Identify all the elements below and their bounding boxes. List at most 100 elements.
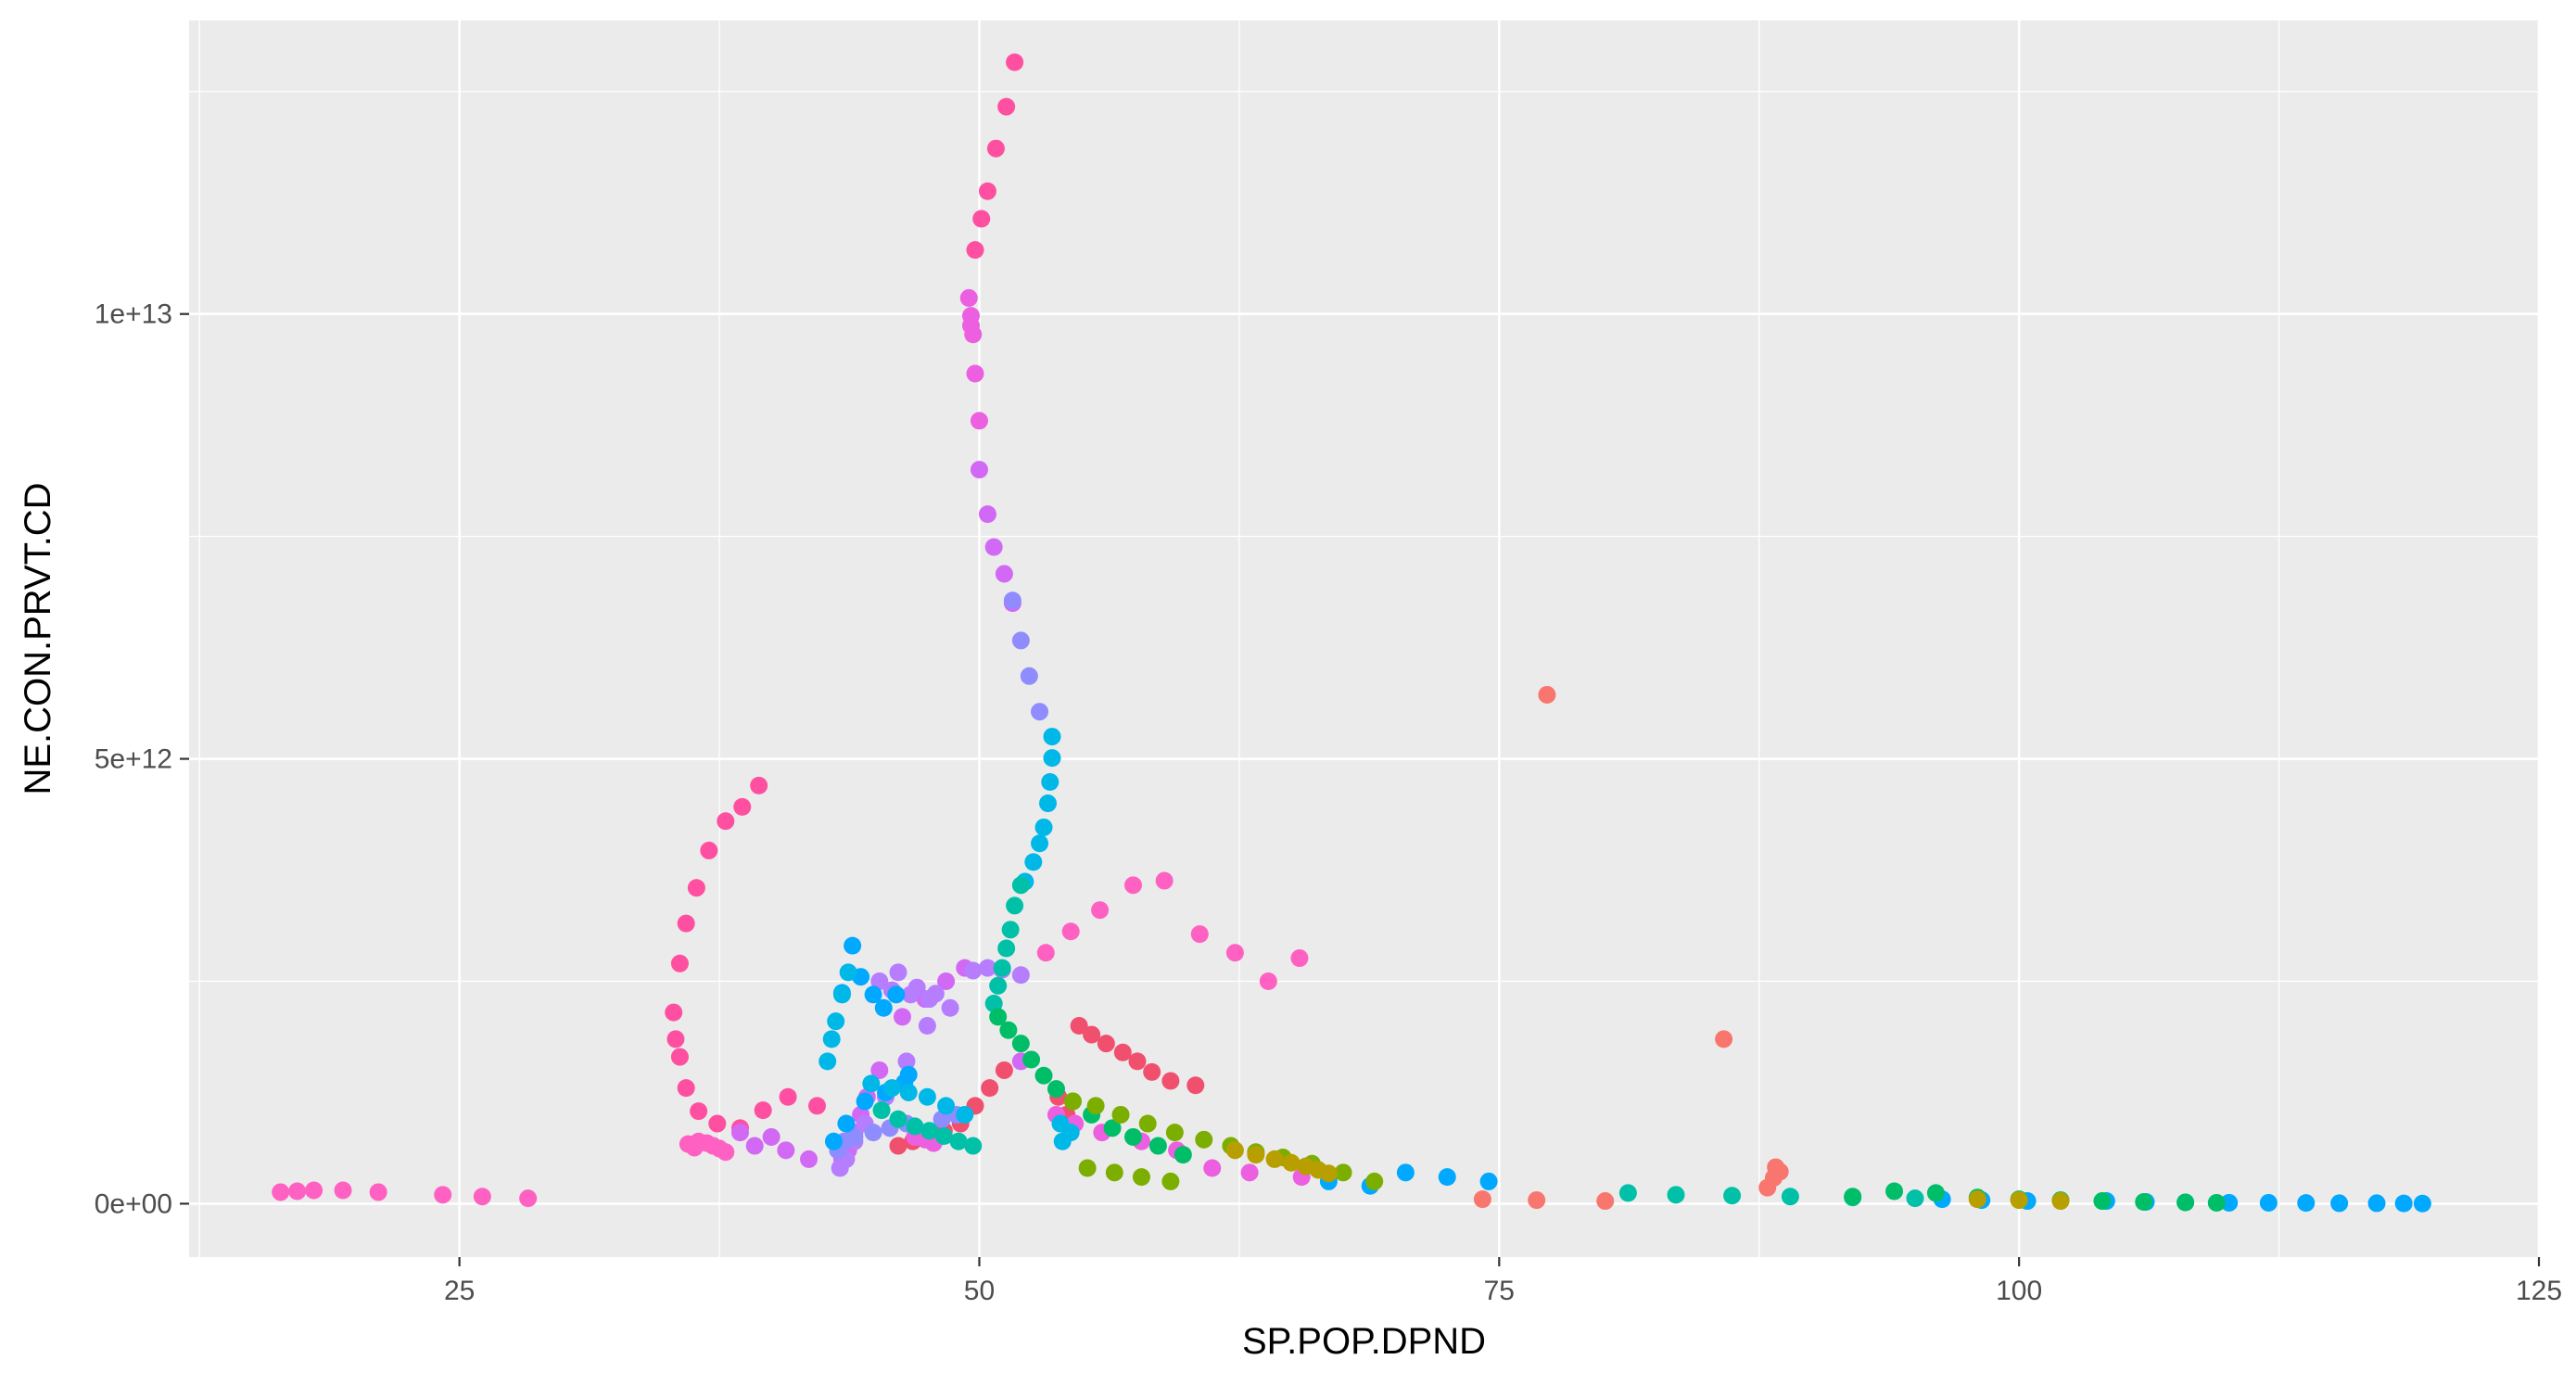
axes: 25 50 75 100 125 0e+00 5e+12 1e+13 [95,299,2562,1306]
data-point [901,985,920,1004]
data-point [1111,1105,1130,1124]
data-point [1123,1127,1142,1146]
data-point [995,565,1013,583]
data-point [1396,1163,1415,1182]
data-point [334,1181,352,1200]
data-point [1148,1137,1167,1155]
data-point [959,288,978,307]
data-point [2207,1193,2226,1212]
data-point [972,210,991,228]
data-point [1282,1153,1301,1172]
data-point [1161,1172,1180,1190]
data-point [1006,896,1024,915]
data-point [999,1021,1018,1039]
data-point [777,1141,795,1160]
data-point [666,1030,685,1048]
data-point [1043,749,1061,768]
data-point [1290,949,1309,968]
data-point [1715,1030,1733,1048]
data-point [2220,1193,2239,1212]
data-point [856,1092,874,1111]
data-point [1020,667,1038,685]
data-point [1128,1052,1147,1071]
data-point [2093,1192,2112,1211]
data-point [970,461,988,479]
x-tick-label: 25 [444,1276,475,1306]
data-point [889,1110,907,1128]
data-point [933,1110,951,1128]
data-point [966,241,984,260]
data-point [690,1102,708,1121]
data-point [1053,1132,1072,1150]
data-point [2330,1194,2349,1213]
data-point [864,1124,882,1142]
data-points [272,53,2431,1213]
data-point [970,412,988,430]
data-point [827,1012,845,1031]
data-point [989,976,1008,995]
data-point [889,963,907,982]
data-point [1043,728,1061,746]
data-point [993,959,1011,977]
y-tick-label: 0e+00 [95,1188,172,1219]
data-point [1011,876,1030,895]
data-point [818,1052,837,1071]
x-axis-title: SP.POP.DPND [1242,1321,1486,1362]
data-point [1003,591,1022,610]
data-point [1365,1172,1384,1190]
data-point [708,1114,727,1133]
data-point [779,1087,797,1106]
y-axis-title: NE.CON.PRVT.CD [18,482,58,794]
data-point [822,1030,841,1048]
data-point [862,1074,881,1093]
data-point [1103,1119,1122,1137]
data-point [964,325,983,344]
data-point [1061,922,1080,941]
x-tick-label: 75 [1484,1276,1515,1306]
data-point [1225,944,1244,962]
data-point [1190,925,1209,944]
data-point [1968,1190,1986,1209]
data-point [978,182,996,200]
data-point [700,841,718,859]
data-point [984,538,1003,556]
data-point [745,1137,764,1155]
data-point [882,1079,901,1098]
data-point [1097,1035,1115,1053]
data-point [1225,1141,1244,1160]
data-point [1143,1062,1161,1081]
data-point [1138,1114,1157,1133]
data-point [272,1183,290,1201]
data-point [1259,972,1277,990]
data-point [897,1052,916,1071]
data-point [844,936,862,955]
data-point [956,1105,974,1124]
data-point [978,959,996,977]
data-point [730,1124,749,1142]
data-point [670,1048,689,1066]
data-point [874,998,893,1017]
data-point [870,1061,889,1079]
data-point [2135,1192,2153,1211]
data-point [1240,1163,1259,1182]
x-tick-label: 100 [1996,1276,2042,1306]
data-point [899,1083,918,1101]
data-point [1083,1025,1101,1044]
data-point [1078,1159,1097,1177]
data-point [717,1143,735,1162]
data-point [964,1137,983,1155]
data-point [1247,1146,1265,1164]
data-point [1034,818,1053,836]
data-point [934,1126,953,1145]
data-point [1063,1092,1082,1111]
data-point [1906,1189,1924,1208]
data-point [1031,834,1049,853]
data-point [1155,871,1174,890]
data-point [1473,1190,1491,1209]
data-point [677,1079,695,1098]
data-point [1479,1172,1498,1190]
y-tick-label: 5e+12 [95,744,172,775]
data-point [1885,1182,1904,1201]
data-point [1024,853,1043,871]
